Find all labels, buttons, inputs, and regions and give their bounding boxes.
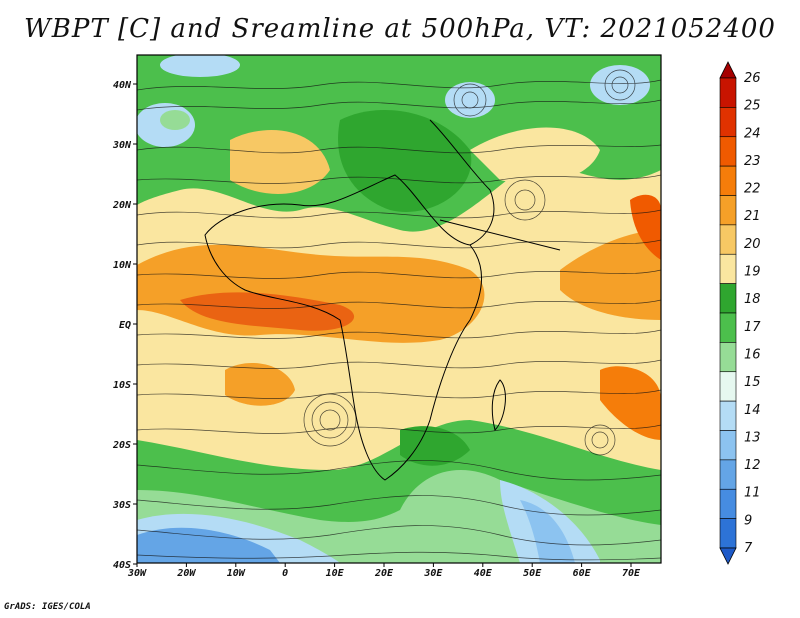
map-title: WBPT [C] and Sreamline at 500hPa, VT: 20… (24, 14, 776, 44)
colorbar-label: 17 (744, 320, 761, 335)
lat-label: 30N (112, 140, 132, 151)
colorbar-swatch (719, 107, 737, 138)
lon-label: 30E (423, 568, 443, 579)
lon-label: 40E (474, 568, 493, 579)
lat-label: 10S (113, 380, 131, 391)
colorbar-swatch (719, 165, 737, 196)
colorbar-label: 11 (744, 486, 761, 501)
map-frame (136, 54, 662, 564)
colorbar-label: 20 (744, 237, 761, 252)
colorbar-label: 24 (744, 126, 761, 141)
lat-label: 10N (113, 260, 132, 271)
colorbar-label: 18 (744, 292, 761, 307)
lon-label: 70E (622, 568, 641, 579)
colorbar-swatch (719, 342, 737, 373)
lat-label: 40S (113, 560, 131, 571)
axis-ticks: 30W 20W 10W 0 10E 20E 30E 40E 50E 60E 70E 40N 30N 20N… (112, 80, 641, 579)
colorbar-swatch (719, 136, 737, 167)
lon-label: 0 (282, 568, 288, 579)
lon-label: 20W (176, 568, 196, 579)
colorbar-swatch (719, 224, 737, 255)
lat-label: 20S (112, 440, 131, 451)
colorbar-swatch (719, 518, 737, 549)
lat-label: 40N (113, 80, 132, 91)
colorbar-label: 22 (744, 182, 761, 197)
colorbar-label: 12 (744, 458, 761, 473)
lat-label: 30S (112, 500, 131, 511)
lon-label: 20E (374, 568, 394, 579)
colorbar-swatch (719, 400, 737, 431)
lon-label: 60E (573, 568, 592, 579)
colorbar-swatch (719, 459, 737, 490)
colorbar-label: 25 (744, 99, 761, 114)
grads-credit: GrADS: IGES/COLA (4, 602, 91, 612)
colorbar-label: 7 (744, 541, 753, 556)
colorbar-swatch (719, 283, 737, 314)
colorbar-label: 23 (744, 154, 761, 169)
lon-label: 50E (523, 568, 542, 579)
colorbar-label: 19 (744, 265, 761, 280)
colorbar-label: 26 (744, 71, 761, 86)
lon-label: 10W (227, 568, 246, 579)
colorbar-bottom-arrow (719, 547, 737, 565)
colorbar-swatch (719, 371, 737, 402)
lon-label: 10E (326, 568, 345, 579)
colorbar-label: 9 (744, 513, 752, 528)
colorbar-swatch (719, 488, 737, 519)
colorbar-top-arrow (719, 61, 737, 79)
lat-label: 20N (112, 200, 132, 211)
colorbar-label: 21 (744, 209, 761, 224)
lat-label: EQ (119, 320, 131, 331)
colorbar: 26 25 24 23 22 21 20 19 18 17 16 15 14 13 12 11 9 7 (719, 61, 761, 565)
colorbar-swatch (719, 195, 737, 226)
lon-label: 30W (127, 568, 147, 579)
colorbar-label: 14 (744, 403, 761, 418)
colorbar-label: 15 (744, 375, 761, 390)
colorbar-swatch (719, 253, 737, 284)
colorbar-swatch (719, 312, 737, 343)
colorbar-label: 16 (744, 347, 761, 362)
colorbar-swatch (719, 430, 737, 461)
colorbar-swatch (719, 77, 737, 108)
colorbar-label: 13 (744, 430, 761, 445)
wbpt-field (137, 55, 661, 563)
